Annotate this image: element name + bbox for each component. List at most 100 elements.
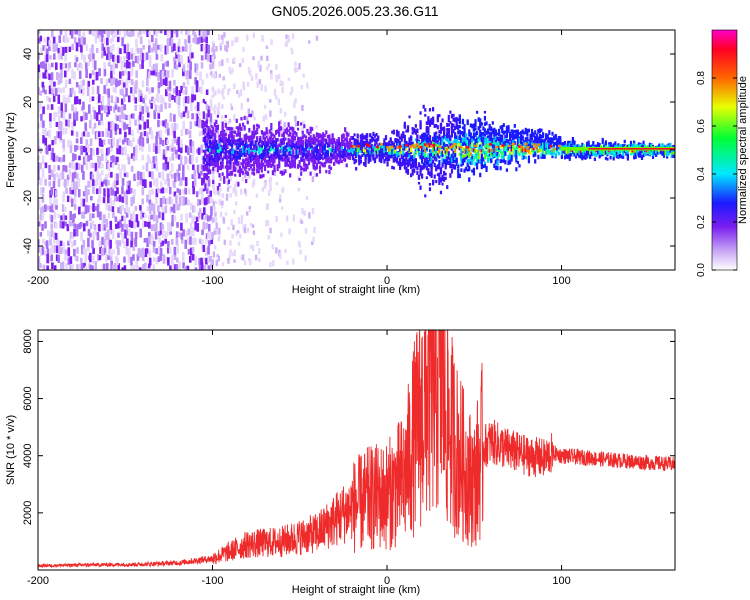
spectrogram-cell [378, 152, 381, 158]
spectrogram-cell [279, 138, 282, 144]
spectrogram-cell [216, 164, 220, 169]
spectrogram-cell [322, 140, 325, 146]
spectrogram-cell [212, 130, 215, 136]
spectrogram-cell [218, 173, 221, 178]
spectrogram-cell [449, 159, 452, 165]
spectrogram-cell [195, 70, 199, 76]
spectrogram-cell [469, 143, 472, 149]
spectrogram-cell [384, 157, 388, 162]
spectrogram-cell [499, 134, 502, 138]
spectrogram-cell [207, 168, 210, 173]
spectrogram-cell [216, 156, 220, 162]
spectrogram-cell [60, 247, 64, 254]
spectrogram-cell [447, 117, 450, 123]
spectrogram-cell [483, 152, 487, 156]
spectrogram-cell [268, 139, 271, 145]
spectrogram-cell [200, 55, 204, 61]
spectrogram-cell [307, 160, 311, 164]
spectrogram-cell [107, 131, 110, 138]
spectrogram-cell [317, 134, 320, 140]
spectrogram-cell [224, 114, 227, 118]
spectrogram-cell [133, 219, 136, 229]
spectrogram-cell [537, 136, 540, 142]
spectrogram-cell [328, 140, 331, 145]
spectrogram-cell [154, 38, 158, 48]
spectrogram-cell [301, 147, 304, 152]
spectrogram-cell [103, 188, 106, 197]
spectrogram-cell [39, 147, 43, 154]
spectrogram-cell [116, 173, 119, 181]
spectrogram-cell [109, 239, 112, 249]
spectrogram-cell [43, 37, 47, 43]
spectrogram-cell [312, 157, 315, 163]
spectrogram-cell [507, 139, 510, 144]
spectrogram-cell [39, 90, 43, 96]
spectrogram-cell [271, 244, 274, 250]
spectrogram-cell [236, 230, 240, 234]
spectrogram-cell [241, 176, 244, 182]
spectrogram-cell [450, 132, 454, 136]
spectrogram-cell [54, 232, 58, 240]
spectrogram-cell [205, 124, 209, 128]
spectrogram-cell [278, 162, 281, 166]
spectrogram-cell [107, 30, 110, 38]
spectrogram-cell [57, 131, 61, 138]
spectrogram-cell [256, 131, 259, 135]
spectrogram-cell [259, 164, 262, 167]
spectrogram-cell [285, 142, 289, 148]
spectrogram-cell [361, 153, 364, 157]
spectrogram-cell [111, 44, 115, 51]
spectrogram-cell [130, 213, 133, 221]
spectrogram-cell [243, 172, 247, 179]
spectrogram-cell [273, 168, 276, 173]
spectrogram-cell [103, 68, 107, 77]
spectrogram-cell [92, 30, 95, 37]
spectrogram-cell [408, 115, 411, 119]
spectrogram-cell [215, 200, 218, 205]
spectrogram-cell [292, 153, 295, 159]
spectrogram-cell [439, 129, 443, 134]
spectrogram-cell [204, 149, 207, 154]
spectrogram-cell [549, 140, 553, 145]
spectrogram-cell [259, 144, 262, 150]
spectrogram-cell [466, 158, 469, 163]
spectrogram-cell [301, 127, 305, 132]
spectrogram-cell [85, 44, 89, 52]
spectrogram-cell [150, 65, 154, 71]
spectrogram-cell [435, 142, 438, 146]
spectrogram-cell [384, 146, 388, 151]
spectrogram-cell [200, 144, 204, 154]
spectrogram-cell [73, 239, 77, 246]
spectrogram-cell [507, 160, 510, 165]
spectrogram-cell [105, 231, 108, 241]
spectrogram-cell [455, 136, 458, 142]
spectrogram-cell [167, 240, 170, 249]
spectrogram-cell [289, 91, 293, 96]
spectrogram-cell [501, 125, 504, 129]
spectrogram-cell [501, 155, 504, 160]
spectrogram-cell [446, 148, 449, 152]
spectrogram-cell [80, 145, 83, 155]
spectrogram-cell [270, 163, 273, 169]
spectrogram-cell [314, 138, 317, 143]
spectrogram-cell [62, 139, 65, 149]
spectrogram-cell [243, 134, 246, 140]
spectrogram-cell [220, 34, 224, 40]
spectrogram-cell [202, 35, 206, 42]
spectrogram-cell [270, 69, 273, 76]
spectrogram-cell [196, 148, 199, 154]
spectrogram-cell [207, 136, 210, 145]
spectrogram-cell [328, 156, 331, 161]
spectrogram-cell [496, 166, 499, 171]
spectrogram-cell [184, 155, 187, 165]
spectrogram-cell [249, 156, 253, 162]
spectrogram-cell [92, 231, 95, 241]
spectrogram-cell [91, 213, 95, 219]
spectrogram-cell [384, 144, 388, 149]
spectrogram-cell [214, 134, 218, 139]
spectrogram-cell [237, 158, 240, 164]
spectrogram-cell [378, 149, 381, 154]
spectrogram-cell [119, 205, 122, 215]
spectrogram-cell [284, 158, 287, 164]
spectrogram-cell [75, 145, 79, 150]
